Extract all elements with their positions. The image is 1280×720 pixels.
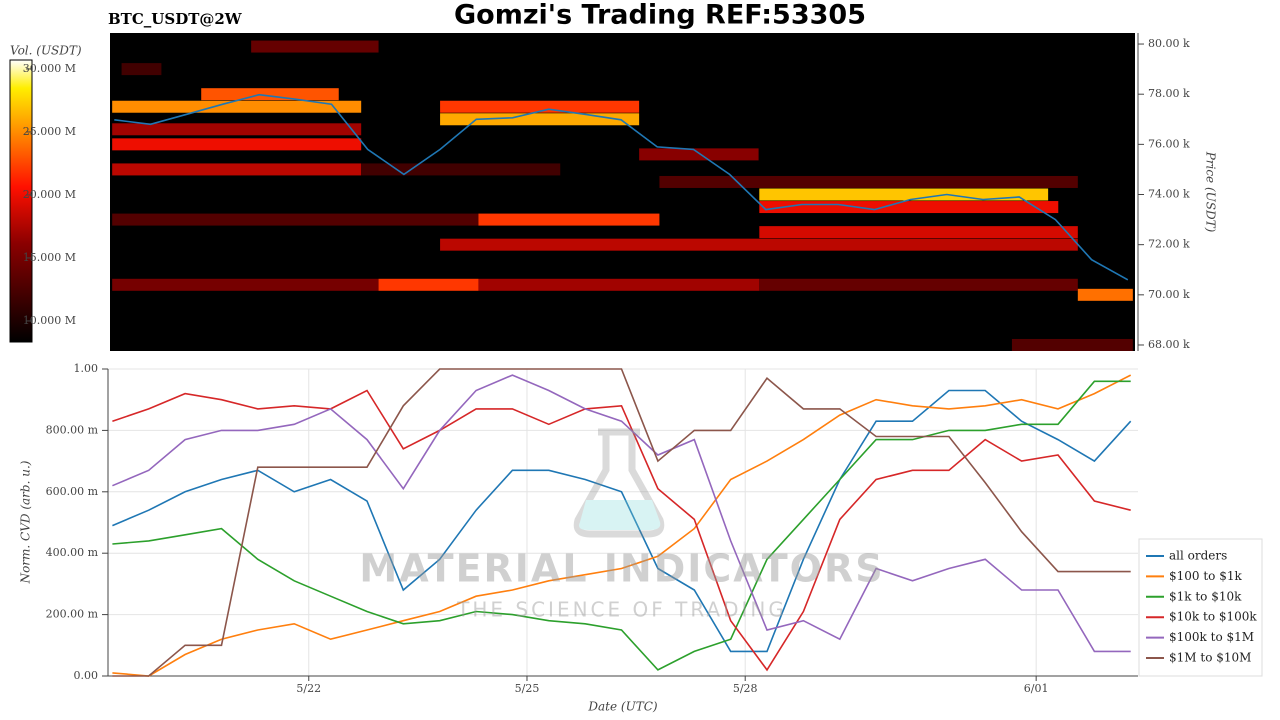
colorbar-tick-label: 25.000 M	[23, 125, 76, 138]
x-tick-label: 5/25	[515, 682, 540, 695]
x-tick-label: 5/28	[733, 682, 758, 695]
y-tick-label: 200.00 m	[46, 608, 99, 621]
y-tick-label: 76.00 k	[1148, 137, 1190, 150]
heatmap-cell	[112, 278, 379, 291]
legend-label: $10k to $100k	[1169, 610, 1257, 624]
legend-label: $100 to $1k	[1169, 569, 1242, 583]
y-axis-label: Price (USDT)	[1204, 151, 1218, 233]
price-line	[114, 93, 1129, 281]
y-tick-label: 1.00	[74, 362, 99, 375]
series-line	[112, 389, 1132, 653]
series-line	[112, 368, 1131, 677]
y-axis-label: Norm. CVD (arb. u.)	[19, 460, 33, 584]
series-line	[112, 389, 1131, 672]
legend-label: all orders	[1169, 549, 1227, 563]
watermark-logo	[573, 428, 665, 538]
legend-label: $100k to $1M	[1169, 630, 1254, 644]
x-tick-label: 6/01	[1024, 682, 1049, 695]
legend-label: $1k to $10k	[1169, 589, 1242, 603]
heatmap-cell	[639, 148, 759, 161]
heatmap-cell	[1077, 288, 1133, 301]
colorbar-label: Vol. (USDT)	[10, 44, 82, 58]
heatmap-cell	[112, 100, 362, 113]
y-tick-label: 0.00	[74, 669, 99, 682]
heatmap-cell	[440, 100, 640, 113]
y-tick-label: 68.00 k	[1148, 338, 1190, 351]
legend-box	[1138, 538, 1263, 677]
heatmap-cell	[201, 88, 339, 101]
chart-title: Gomzi's Trading REF:53305	[454, 0, 866, 31]
series-line	[112, 380, 1131, 671]
colorbar-tick-label: 15.000 M	[23, 251, 76, 264]
x-tick-label: 5/22	[296, 682, 321, 695]
heatmap-cell	[112, 163, 362, 176]
series-line	[112, 374, 1131, 653]
y-tick-label: 72.00 k	[1148, 238, 1190, 251]
y-tick-label: 78.00 k	[1148, 87, 1190, 100]
y-tick-label: 600.00 m	[46, 485, 99, 498]
heatmap-cell	[112, 138, 362, 151]
heatmap-cell	[659, 175, 1078, 188]
colorbar-tick-label: 30.000 M	[23, 62, 76, 75]
x-axis-label: Date (UTC)	[587, 700, 657, 714]
legend-label: $1M to $10M	[1169, 651, 1251, 665]
heatmap-cell	[1011, 338, 1133, 351]
watermark: MATERIAL INDICATORS	[359, 547, 884, 591]
heatmap-cell	[112, 123, 362, 136]
y-tick-label: 800.00 m	[46, 423, 99, 436]
heatmap-cell	[759, 201, 1059, 214]
subtitle: BTC_USDT@2W	[108, 10, 243, 28]
watermark: THE SCIENCE OF TRADING	[456, 598, 787, 622]
colorbar-tick-label: 10.000 M	[23, 314, 76, 327]
y-tick-label: 80.00 k	[1148, 37, 1190, 50]
heatmap-cell	[112, 213, 479, 226]
heatmap-cell	[440, 238, 1078, 251]
colorbar-tick-label: 20.000 M	[23, 188, 76, 201]
colorbar	[9, 59, 33, 343]
heatmap-cell	[361, 163, 561, 176]
heatmap-cell	[440, 113, 640, 126]
series-line	[112, 374, 1132, 677]
heatmap-cell	[759, 226, 1078, 239]
heatmap-cell	[378, 278, 479, 291]
y-tick-label: 74.00 k	[1148, 188, 1190, 201]
y-tick-label: 70.00 k	[1148, 288, 1190, 301]
heatmap-cell	[251, 40, 379, 53]
heatmap-cell	[478, 213, 660, 226]
heatmap-cell	[759, 278, 1078, 291]
heatmap-cell	[121, 63, 162, 76]
heatmap-cell	[478, 278, 760, 291]
y-tick-label: 400.00 m	[46, 546, 99, 559]
heatmap-cell	[759, 188, 1049, 201]
